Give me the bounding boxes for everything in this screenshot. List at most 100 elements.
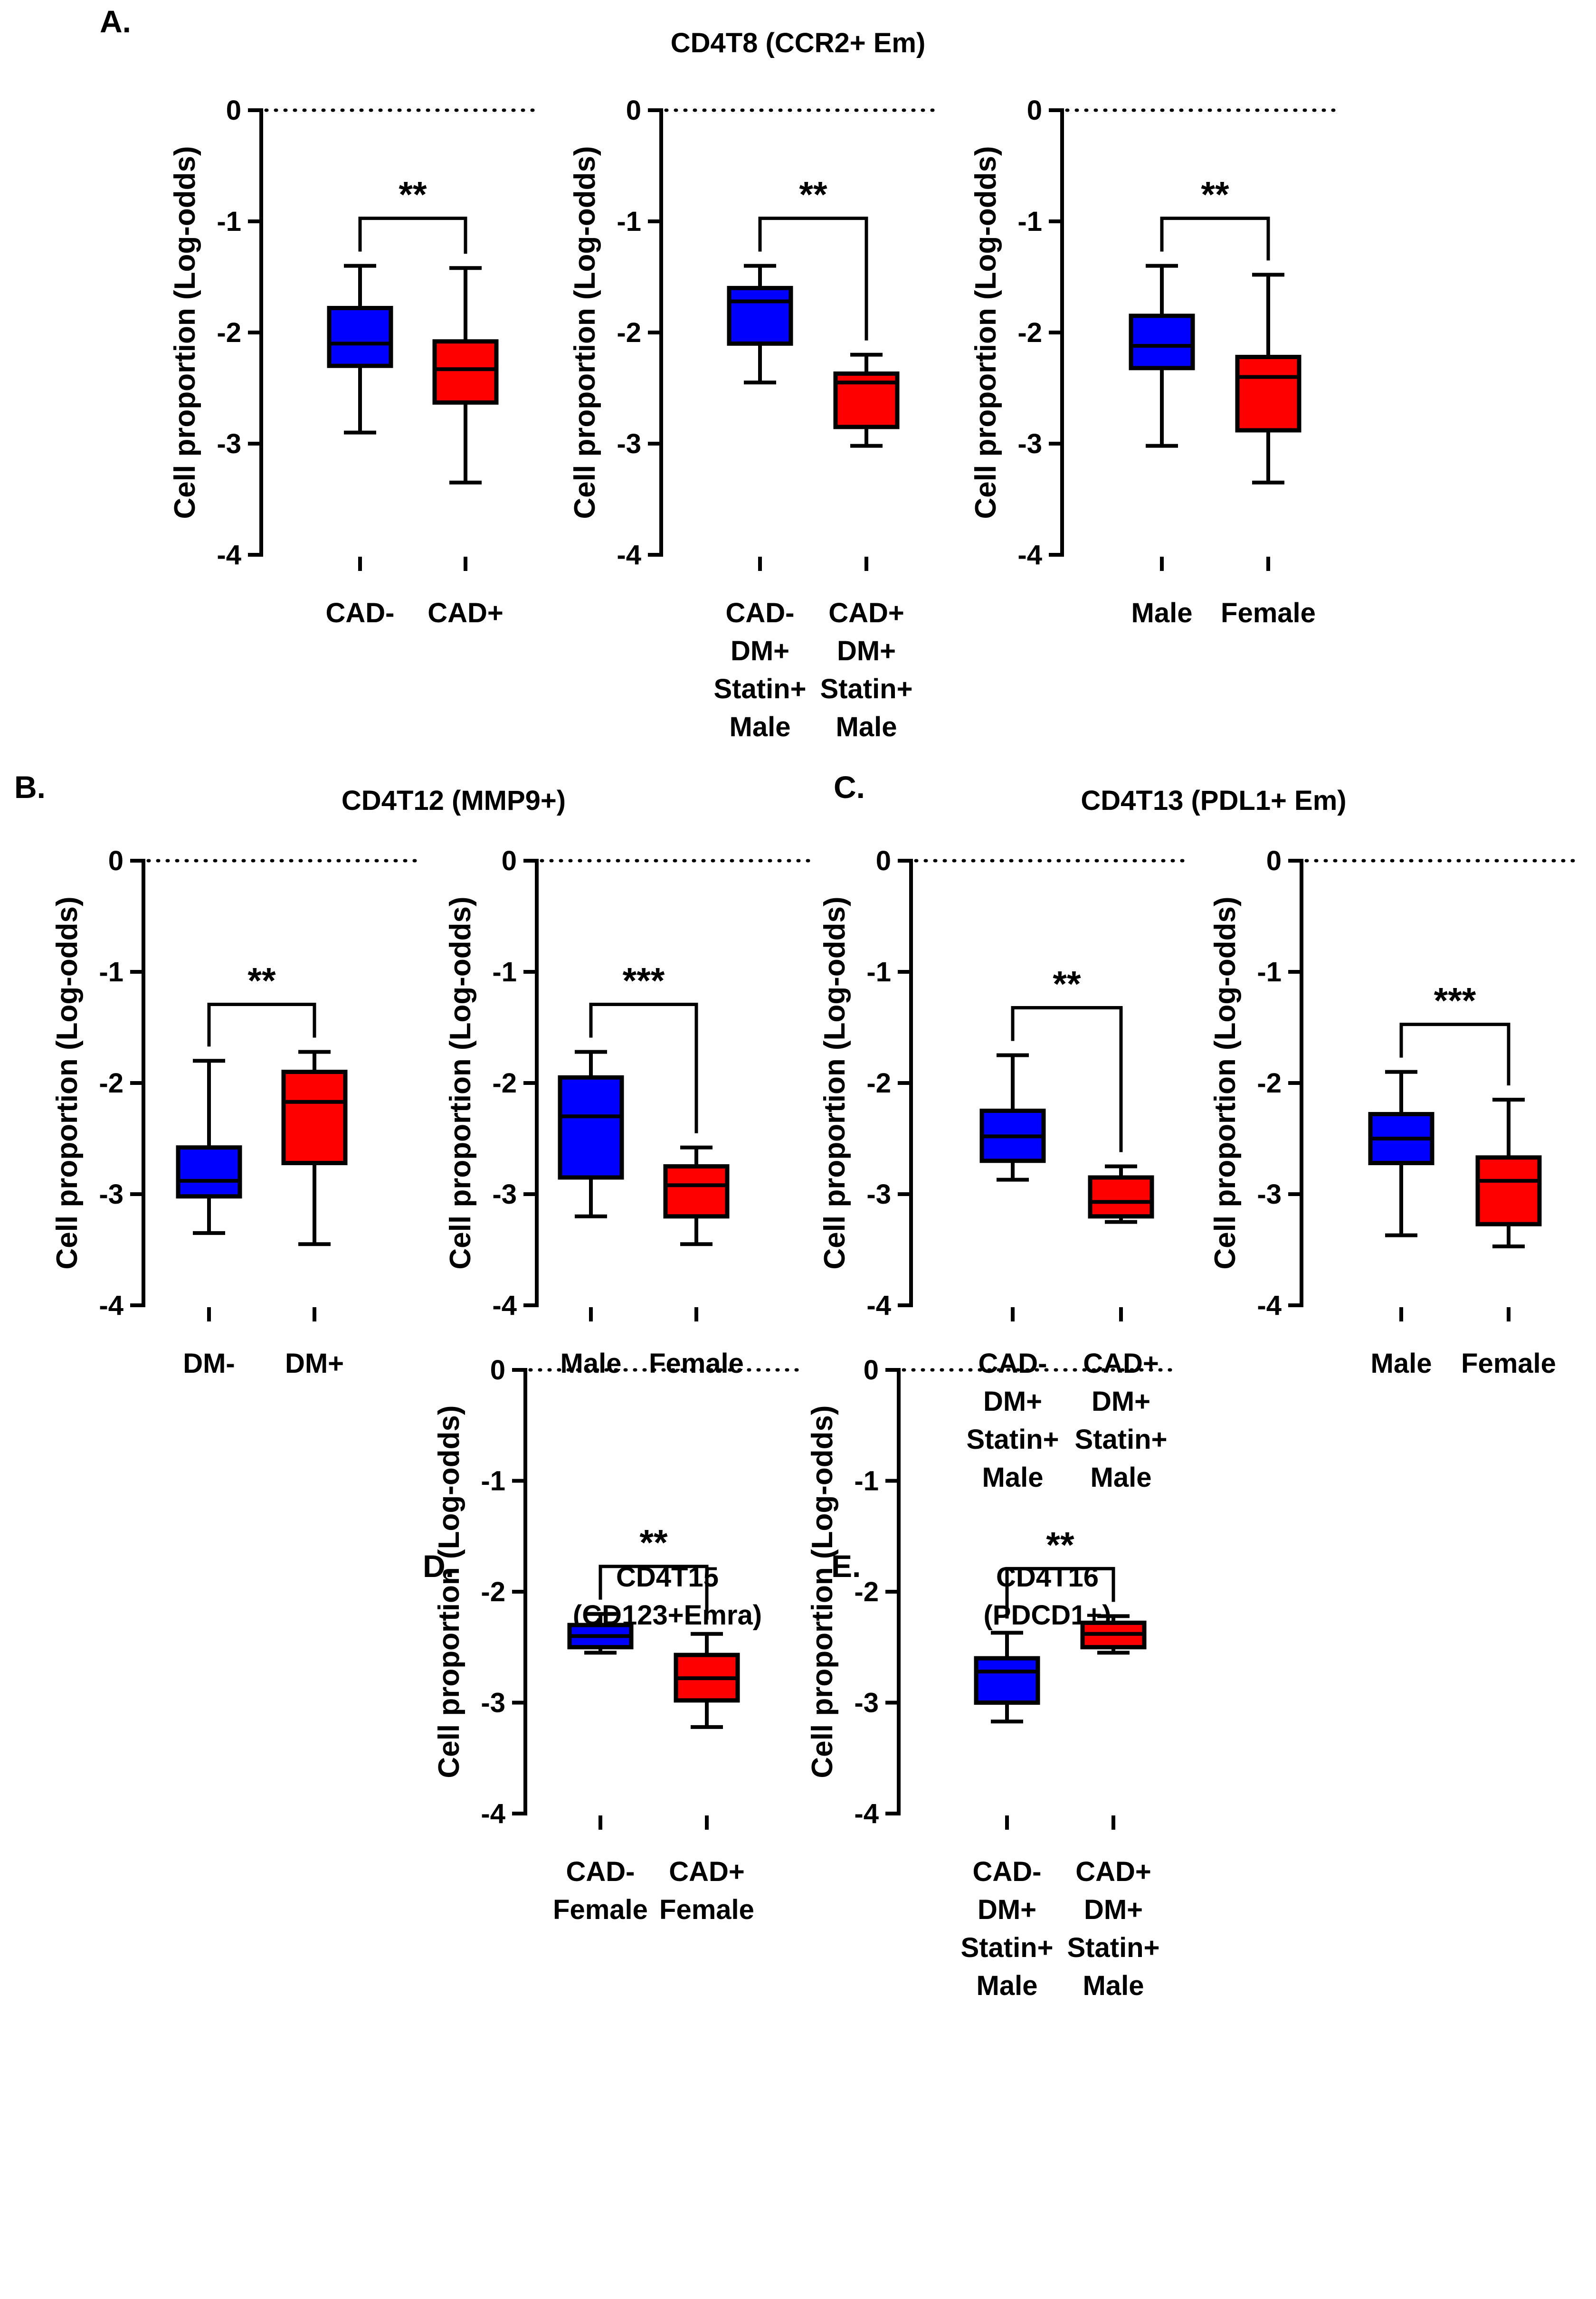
chart-7-significance-bracket — [1399, 1023, 1510, 1086]
chart-4-x-label-1-line-1: DM- — [183, 1348, 235, 1379]
chart-8-x-label-2-line-1: CAD+ — [669, 1856, 745, 1887]
chart-3-significance-label: ** — [1201, 175, 1229, 215]
chart-7-x-label-1-line-1: Male — [1371, 1348, 1432, 1379]
chart-7-y-tick-label-0: 0 — [1266, 846, 1282, 876]
chart-8-y-axis-label: Cell proportion (Log-odds) — [433, 1405, 466, 1778]
chart-2-x-label-1-line-4: Male — [730, 712, 791, 742]
chart-3-y-tick-label-0: 0 — [1027, 95, 1042, 126]
chart-3-box-1-iqr — [1129, 314, 1195, 370]
chart-2-y-tick-label-1: -1 — [617, 206, 641, 237]
chart-3-y-tick-label-2: -2 — [1017, 317, 1042, 348]
chart-6-y-tick-label-4: -4 — [866, 1290, 891, 1321]
chart-6-significance-label: ** — [1053, 964, 1081, 1005]
chart-9-x-label-2-line-3: Statin+ — [1067, 1932, 1160, 1963]
chart-9-significance-label: ** — [1046, 1525, 1074, 1565]
chart-3-y-tick-label-3: -3 — [1017, 428, 1042, 459]
chart-5-box-2-iqr — [663, 1164, 730, 1219]
chart-3-x-label-1-line-1: Male — [1131, 598, 1193, 628]
chart-8-y-tick-label-3: -3 — [481, 1688, 505, 1719]
chart-8-x-label-1-line-1: CAD- — [566, 1856, 635, 1887]
chart-2-y-tick-label-2: -2 — [617, 317, 641, 348]
chart-5-significance-label: *** — [623, 960, 665, 1001]
chart-4-significance-label: ** — [247, 960, 276, 1001]
chart-5-y-axis-label: Cell proportion (Log-odds) — [444, 896, 477, 1269]
chart-2-x-label-2-line-2: DM+ — [837, 636, 896, 666]
chart-3-y-tick-label-1: -1 — [1017, 206, 1042, 237]
chart-2-y-axis-label: Cell proportion (Log-odds) — [569, 146, 601, 519]
chart-6-box-2-iqr — [1088, 1175, 1154, 1219]
chart-4-box-2-iqr — [281, 1070, 348, 1165]
chart-9-y-tick-label-3: -3 — [854, 1688, 879, 1719]
chart-8-significance-label: ** — [639, 1523, 668, 1563]
chart-7-y-tick-label-2: -2 — [1257, 1068, 1282, 1099]
chart-2-x-label-2-line-3: Statin+ — [820, 674, 913, 704]
chart-6-y-tick-label-3: -3 — [866, 1179, 891, 1210]
chart-1-significance-label: ** — [399, 175, 427, 215]
chart-4-y-tick-label-3: -3 — [99, 1179, 124, 1210]
chart-7-y-tick-label-1: -1 — [1257, 957, 1282, 988]
group-title-b: CD4T12 (MMP9+) — [342, 785, 566, 816]
chart-1-y-tick-label-2: -2 — [217, 317, 241, 348]
chart-2-y-tick-label-3: -3 — [617, 428, 641, 459]
chart-6-y-tick-label-2: -2 — [866, 1068, 891, 1099]
chart-7-x-label-2-line-1: Female — [1461, 1348, 1556, 1379]
chart-6-x-label-1-line-4: Male — [982, 1462, 1044, 1493]
chart-3-x-label-2-line-1: Female — [1221, 598, 1316, 628]
chart-6-y-tick-label-0: 0 — [876, 846, 891, 876]
chart-4-box-1-iqr — [176, 1145, 242, 1199]
panel-letter-c: C. — [834, 770, 865, 805]
chart-1-significance-bracket — [358, 217, 467, 254]
chart-4-significance-bracket — [207, 1002, 316, 1047]
chart-2-x-label-1-line-1: CAD- — [726, 598, 795, 628]
chart-2-x-label-2-line-1: CAD+ — [828, 598, 904, 628]
chart-1-y-axis-label: Cell proportion (Log-odds) — [169, 146, 201, 519]
chart-6-significance-bracket — [1011, 1006, 1123, 1152]
chart-7-y-tick-label-3: -3 — [1257, 1179, 1282, 1210]
chart-6-y-axis-label: Cell proportion (Log-odds) — [818, 896, 851, 1269]
chart-5-y-tick-label-2: -2 — [492, 1068, 517, 1099]
chart-1-box-1-iqr — [327, 306, 393, 368]
chart-7-box-2-iqr — [1475, 1155, 1542, 1226]
chart-9-y-axis-label: Cell proportion (Log-odds) — [806, 1405, 839, 1778]
panel-letter-e: E. — [831, 1548, 861, 1584]
chart-8-y-tick-label-2: -2 — [481, 1577, 505, 1607]
chart-1-box-2-iqr — [432, 339, 499, 405]
chart-5-y-tick-label-0: 0 — [502, 846, 517, 876]
chart-7-y-tick-label-4: -4 — [1257, 1290, 1282, 1321]
chart-9-y-tick-label-4: -4 — [854, 1798, 879, 1829]
chart-1-x-label-2-line-1: CAD+ — [428, 598, 504, 628]
chart-3-y-axis-label: Cell proportion (Log-odds) — [969, 146, 1002, 519]
chart-7-significance-label: *** — [1434, 981, 1476, 1021]
chart-5-x-label-1-line-1: Male — [560, 1348, 622, 1379]
chart-6-x-label-2-line-2: DM+ — [1092, 1386, 1150, 1417]
chart-2-box-1-iqr — [727, 285, 793, 346]
chart-5-x-label-2-line-1: Female — [649, 1348, 744, 1379]
chart-9-x-label-1-line-2: DM+ — [978, 1894, 1036, 1925]
chart-8-x-label-2-line-2: Female — [659, 1894, 754, 1925]
chart-2-y-tick-label-4: -4 — [617, 540, 641, 570]
chart-2-significance-bracket — [758, 217, 868, 341]
chart-9-x-label-1-line-4: Male — [977, 1970, 1038, 2001]
chart-8-y-tick-label-4: -4 — [481, 1798, 505, 1829]
chart-7-y-axis-label: Cell proportion (Log-odds) — [1209, 896, 1242, 1269]
chart-9-x-label-2-line-2: DM+ — [1084, 1894, 1143, 1925]
chart-3-box-2-iqr — [1235, 354, 1302, 433]
chart-3-y-tick-label-4: -4 — [1017, 540, 1042, 570]
chart-2-y-tick-label-0: 0 — [626, 95, 641, 126]
chart-1-x-label-1-line-1: CAD- — [326, 598, 395, 628]
chart-8-y-tick-label-0: 0 — [490, 1355, 505, 1386]
panel-letter-a: A. — [100, 4, 131, 39]
chart-6-x-label-2-line-4: Male — [1091, 1462, 1152, 1493]
group-title-a: CD4T8 (CCR2+ Em) — [671, 28, 926, 58]
chart-2-significance-label: ** — [799, 175, 827, 215]
chart-9-x-label-2-line-4: Male — [1083, 1970, 1144, 2001]
chart-9-x-label-2-line-1: CAD+ — [1075, 1856, 1151, 1887]
chart-9-y-tick-label-2: -2 — [854, 1577, 879, 1607]
chart-5-y-tick-label-3: -3 — [492, 1179, 517, 1210]
chart-2-x-label-2-line-4: Male — [836, 712, 897, 742]
chart-1-y-tick-label-3: -3 — [217, 428, 241, 459]
chart-9-box-1-iqr — [974, 1656, 1040, 1705]
chart-4-y-tick-label-4: -4 — [99, 1290, 124, 1321]
chart-6-x-label-1-line-2: DM+ — [983, 1386, 1042, 1417]
